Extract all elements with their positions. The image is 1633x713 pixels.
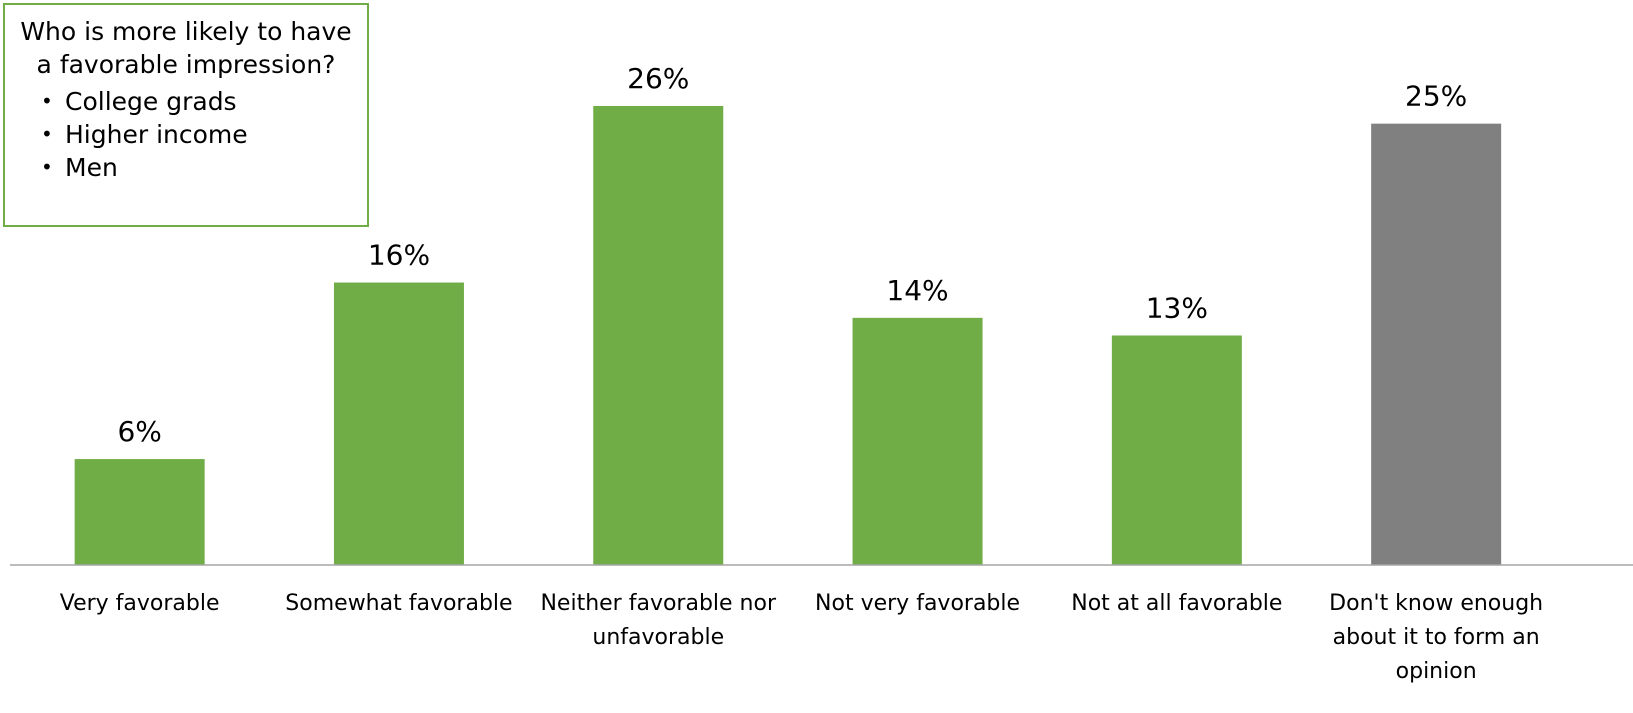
category-label-line: Don't know enough <box>1329 591 1543 616</box>
bar <box>1371 123 1502 566</box>
category-label: Not very favorable <box>815 591 1020 616</box>
bar <box>74 459 205 565</box>
category-label-line: opinion <box>1396 659 1477 684</box>
value-label: 14% <box>886 274 948 307</box>
category-label-line: about it to form an <box>1333 625 1540 650</box>
value-label: 6% <box>117 415 161 448</box>
category-label: Not at all favorable <box>1071 591 1282 616</box>
bar <box>852 317 983 565</box>
category-label-line: Not very favorable <box>815 591 1020 616</box>
callout-box: Who is more likely to have a favorable i… <box>3 3 369 227</box>
callout-title: Who is more likely to have a favorable i… <box>20 17 352 79</box>
value-labels-group: 6% 16% 26% 14% 13% 25% <box>117 62 1467 448</box>
bar <box>1111 335 1242 565</box>
callout-item: College grads <box>41 85 367 118</box>
category-label: Somewhat favorable <box>285 591 512 616</box>
category-label-line: Not at all favorable <box>1071 591 1282 616</box>
category-label: Don't know enough about it to form an opin… <box>1329 591 1543 684</box>
value-label: 25% <box>1405 80 1467 113</box>
callout-list: College grads Higher income Men <box>5 85 367 184</box>
category-label: Neither favorable nor unfavorable <box>540 591 776 650</box>
value-label: 26% <box>627 62 689 95</box>
category-label-line: unfavorable <box>592 625 724 650</box>
category-labels-group: Very favorable Somewhat favorable Neither … <box>60 591 1543 684</box>
value-label: 13% <box>1146 292 1208 325</box>
category-label-line: Very favorable <box>60 591 220 616</box>
bar <box>333 282 464 565</box>
callout-item: Higher income <box>41 118 367 151</box>
category-label: Very favorable <box>60 591 220 616</box>
value-label: 16% <box>368 239 430 272</box>
bar <box>593 106 724 565</box>
category-label-line: Neither favorable nor <box>540 591 776 616</box>
callout-item: Men <box>41 151 367 184</box>
category-label-line: Somewhat favorable <box>285 591 512 616</box>
bars-group <box>74 106 1502 566</box>
